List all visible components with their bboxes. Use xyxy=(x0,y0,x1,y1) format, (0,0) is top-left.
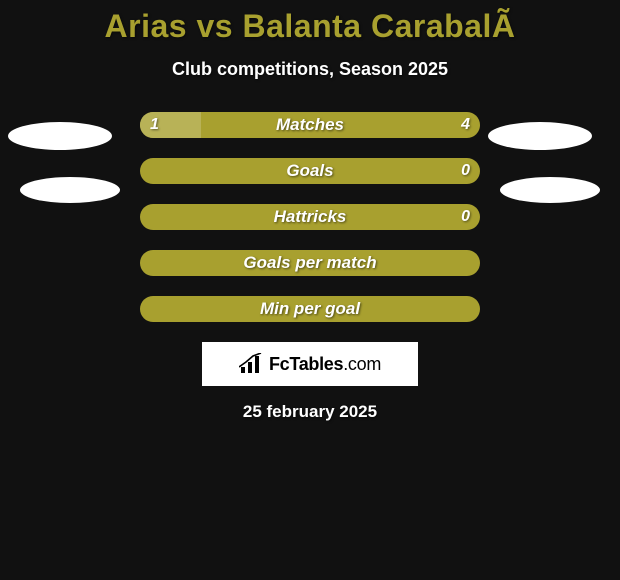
stat-bar-label: Matches xyxy=(140,112,480,138)
decorative-ellipse xyxy=(500,177,600,203)
subtitle: Club competitions, Season 2025 xyxy=(0,59,620,80)
logo-text: FcTables.com xyxy=(269,354,381,375)
stat-bar-right-value: 0 xyxy=(461,158,470,184)
stat-bar-right-value: 4 xyxy=(461,112,470,138)
stat-bar-right-value: 0 xyxy=(461,204,470,230)
date-text: 25 february 2025 xyxy=(0,402,620,422)
stat-bar-label: Goals per match xyxy=(140,250,480,276)
stat-bar: Min per goal xyxy=(140,296,480,322)
decorative-ellipse xyxy=(20,177,120,203)
title: Arias vs Balanta CarabalÃ xyxy=(0,0,620,45)
logo-name: FcTables xyxy=(269,354,343,374)
stat-bar: Goals per match xyxy=(140,250,480,276)
stat-bar-label: Goals xyxy=(140,158,480,184)
stat-bar-label: Hattricks xyxy=(140,204,480,230)
stat-bar-label: Min per goal xyxy=(140,296,480,322)
decorative-ellipse xyxy=(488,122,592,150)
stat-bar-left-value: 1 xyxy=(150,112,159,138)
comparison-infographic: Arias vs Balanta CarabalÃ Club competiti… xyxy=(0,0,620,580)
logo-domain: .com xyxy=(343,354,381,374)
decorative-ellipse xyxy=(8,122,112,150)
stat-bar: Goals0 xyxy=(140,158,480,184)
bar-chart-icon xyxy=(239,353,263,375)
stat-bar: Matches1 4 xyxy=(140,112,480,138)
stat-bar: Hattricks0 xyxy=(140,204,480,230)
logo-box: FcTables.com xyxy=(202,342,418,386)
